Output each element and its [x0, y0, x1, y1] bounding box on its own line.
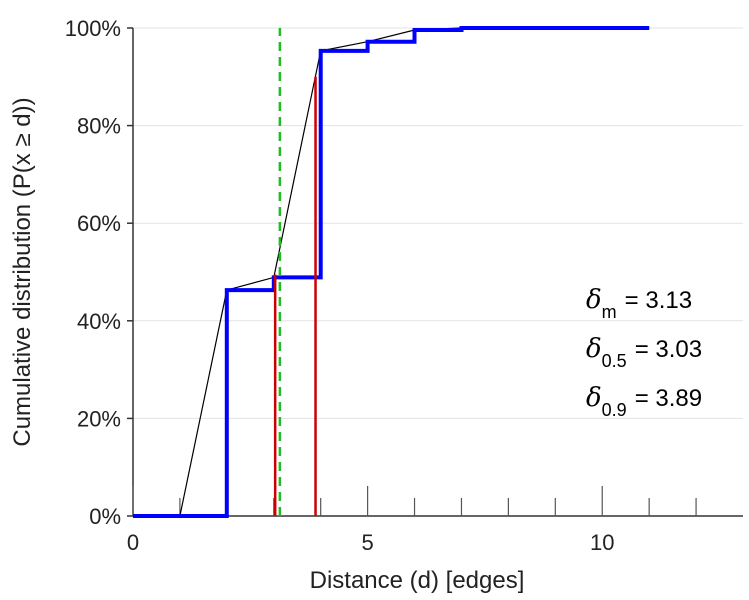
stat-annotation: δm = 3.13 — [586, 285, 692, 322]
y-tick-label: 60% — [77, 211, 121, 236]
y-tick-label: 0% — [89, 504, 121, 529]
y-axis-label: Cumulative distribution (P(x ≥ d)) — [9, 97, 36, 446]
x-ticks: 0 5 10 — [127, 486, 697, 555]
y-ticks: 0% 20% 40% 60% 80% 100% — [65, 16, 133, 529]
vertical-lines — [273, 28, 317, 516]
x-tick-label: 5 — [361, 530, 373, 555]
series-layer — [133, 26, 650, 518]
y-tick-label: 40% — [77, 309, 121, 334]
y-tick-label: 80% — [77, 114, 121, 139]
stat-annotation: δ0.5 = 3.03 — [586, 334, 702, 371]
y-tick-label: 100% — [65, 16, 121, 41]
x-tick-label: 0 — [127, 530, 139, 555]
y-tick-label: 20% — [77, 406, 121, 431]
axes — [132, 28, 743, 517]
annotations: δm = 3.13 δ0.5 = 3.03 δ0.9 = 3.89 — [586, 285, 702, 420]
interpolated-cdf-line — [179, 27, 650, 517]
x-tick-label: 10 — [590, 530, 614, 555]
empirical-cdf-step-line — [133, 26, 650, 518]
x-axis-label: Distance (d) [edges] — [310, 567, 525, 594]
stat-annotation: δ0.9 = 3.89 — [586, 383, 702, 420]
